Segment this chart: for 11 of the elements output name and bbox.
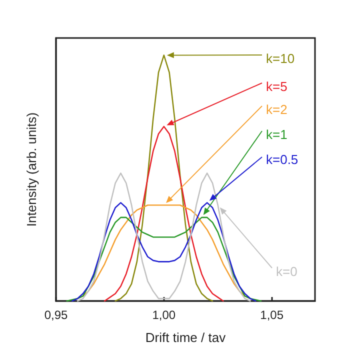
text: k=5 <box>266 79 288 94</box>
text: k=0 <box>276 264 298 279</box>
text: k=1 <box>266 127 288 142</box>
text: k=2 <box>266 102 288 117</box>
text: k=10 <box>266 51 295 66</box>
x-tick-label: 0,95 <box>44 308 68 322</box>
y-axis-title: Intensity (arb. units) <box>24 112 39 227</box>
x-tick-label: 1,05 <box>260 308 284 322</box>
x-tick-label: 1,00 <box>152 308 176 322</box>
x-axis-title: Drift time / tav <box>145 330 226 345</box>
text: k=0.5 <box>266 152 298 167</box>
